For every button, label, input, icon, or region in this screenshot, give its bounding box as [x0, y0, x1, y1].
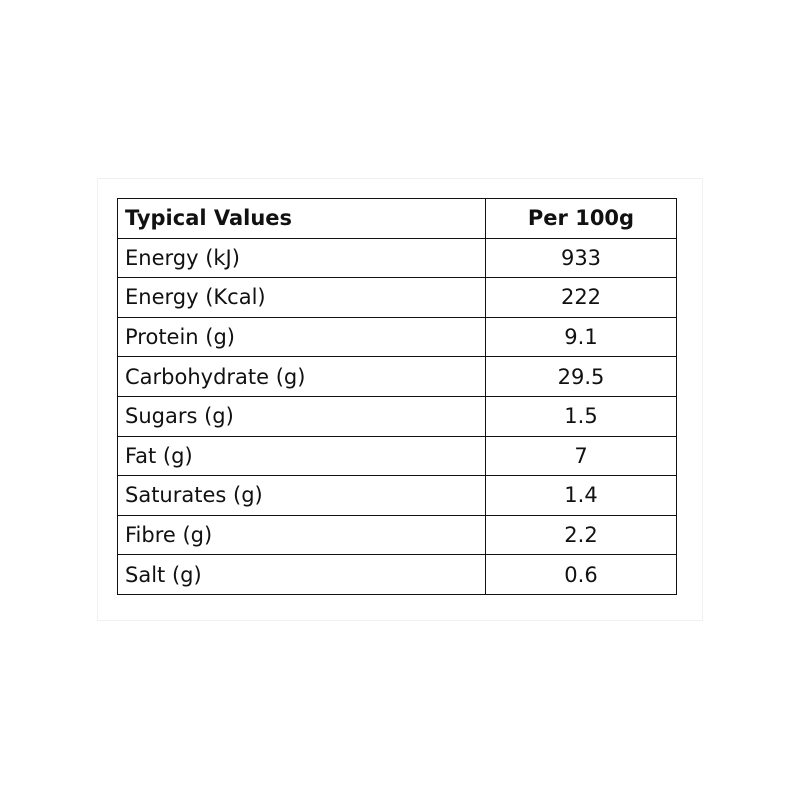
nutrient-value: 1.4 — [485, 475, 677, 516]
header-row: Typical Values Per 100g — [117, 198, 677, 239]
nutrient-name: Energy (Kcal) — [117, 277, 486, 318]
nutrition-table: Typical Values Per 100g Energy (kJ) 933 En… — [117, 198, 677, 595]
nutrient-value: 0.6 — [485, 554, 677, 595]
table-row: Fibre (g) 2.2 — [117, 514, 677, 556]
header-cell: Typical Values — [117, 198, 486, 239]
nutrient-value: 933 — [485, 237, 677, 279]
nutrient-name: Salt (g) — [117, 554, 486, 595]
nutrient-value: 7 — [485, 435, 677, 477]
table-row: Saturates (g) 1.4 — [117, 475, 677, 516]
table-row: Salt (g) 0.6 — [117, 554, 677, 595]
nutrient-name: Energy (kJ) — [117, 237, 486, 279]
header-cell: Per 100g — [485, 198, 677, 239]
table-header: Typical Values Per 100g — [117, 198, 677, 239]
nutrient-name: Fat (g) — [117, 435, 486, 477]
nutrient-name: Saturates (g) — [117, 475, 486, 516]
table-row: Energy (Kcal) 222 — [117, 277, 677, 318]
table-row: Energy (kJ) 933 — [117, 237, 677, 279]
nutrient-name: Sugars (g) — [117, 395, 486, 437]
nutrition-card: Typical Values Per 100g Energy (kJ) 933 En… — [97, 178, 703, 621]
nutrient-value: 222 — [485, 277, 677, 318]
nutrient-value: 2.2 — [485, 514, 677, 556]
table-row: Sugars (g) 1.5 — [117, 395, 677, 437]
nutrient-name: Carbohydrate (g) — [117, 356, 486, 397]
table-row: Fat (g) 7 — [117, 435, 677, 477]
nutrient-value: 29.5 — [485, 356, 677, 397]
nutrient-name: Protein (g) — [117, 316, 486, 358]
table-row: Carbohydrate (g) 29.5 — [117, 356, 677, 397]
nutrient-name: Fibre (g) — [117, 514, 486, 556]
table-body: Energy (kJ) 933 Energy (Kcal) 222 Protein (g… — [117, 237, 677, 595]
table-row: Protein (g) 9.1 — [117, 316, 677, 358]
nutrient-value: 9.1 — [485, 316, 677, 358]
nutrient-value: 1.5 — [485, 395, 677, 437]
